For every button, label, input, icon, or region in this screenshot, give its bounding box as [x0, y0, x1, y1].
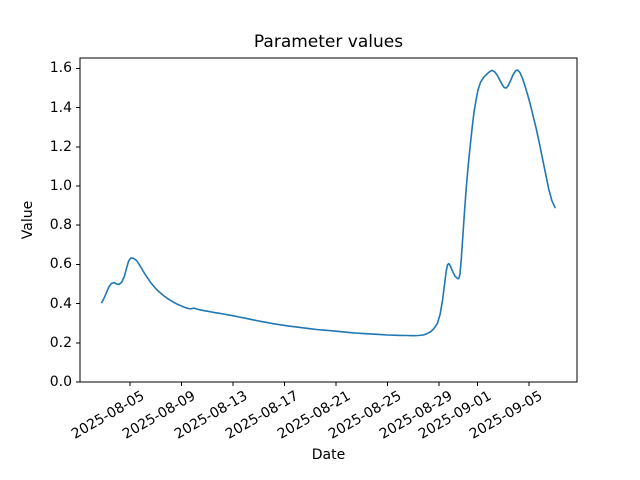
y-tick-label: 1.6	[49, 60, 72, 77]
data-line	[100, 69, 556, 337]
axes-spines	[79, 57, 578, 383]
y-tick-label: 0.2	[49, 334, 72, 351]
y-tick-label: 1.0	[49, 177, 72, 194]
y-tick-label: 0.4	[49, 295, 72, 312]
y-tick-label: 1.2	[49, 138, 72, 155]
x-axis-label: Date	[311, 447, 346, 463]
y-tick-label: 0.6	[49, 256, 72, 273]
y-tick-label: 0.8	[49, 217, 72, 234]
chart-title: Parameter values	[253, 32, 404, 52]
tick-marks	[76, 67, 530, 386]
y-tick-label: 0.0	[49, 374, 72, 390]
y-tick-label: 1.4	[49, 99, 72, 116]
